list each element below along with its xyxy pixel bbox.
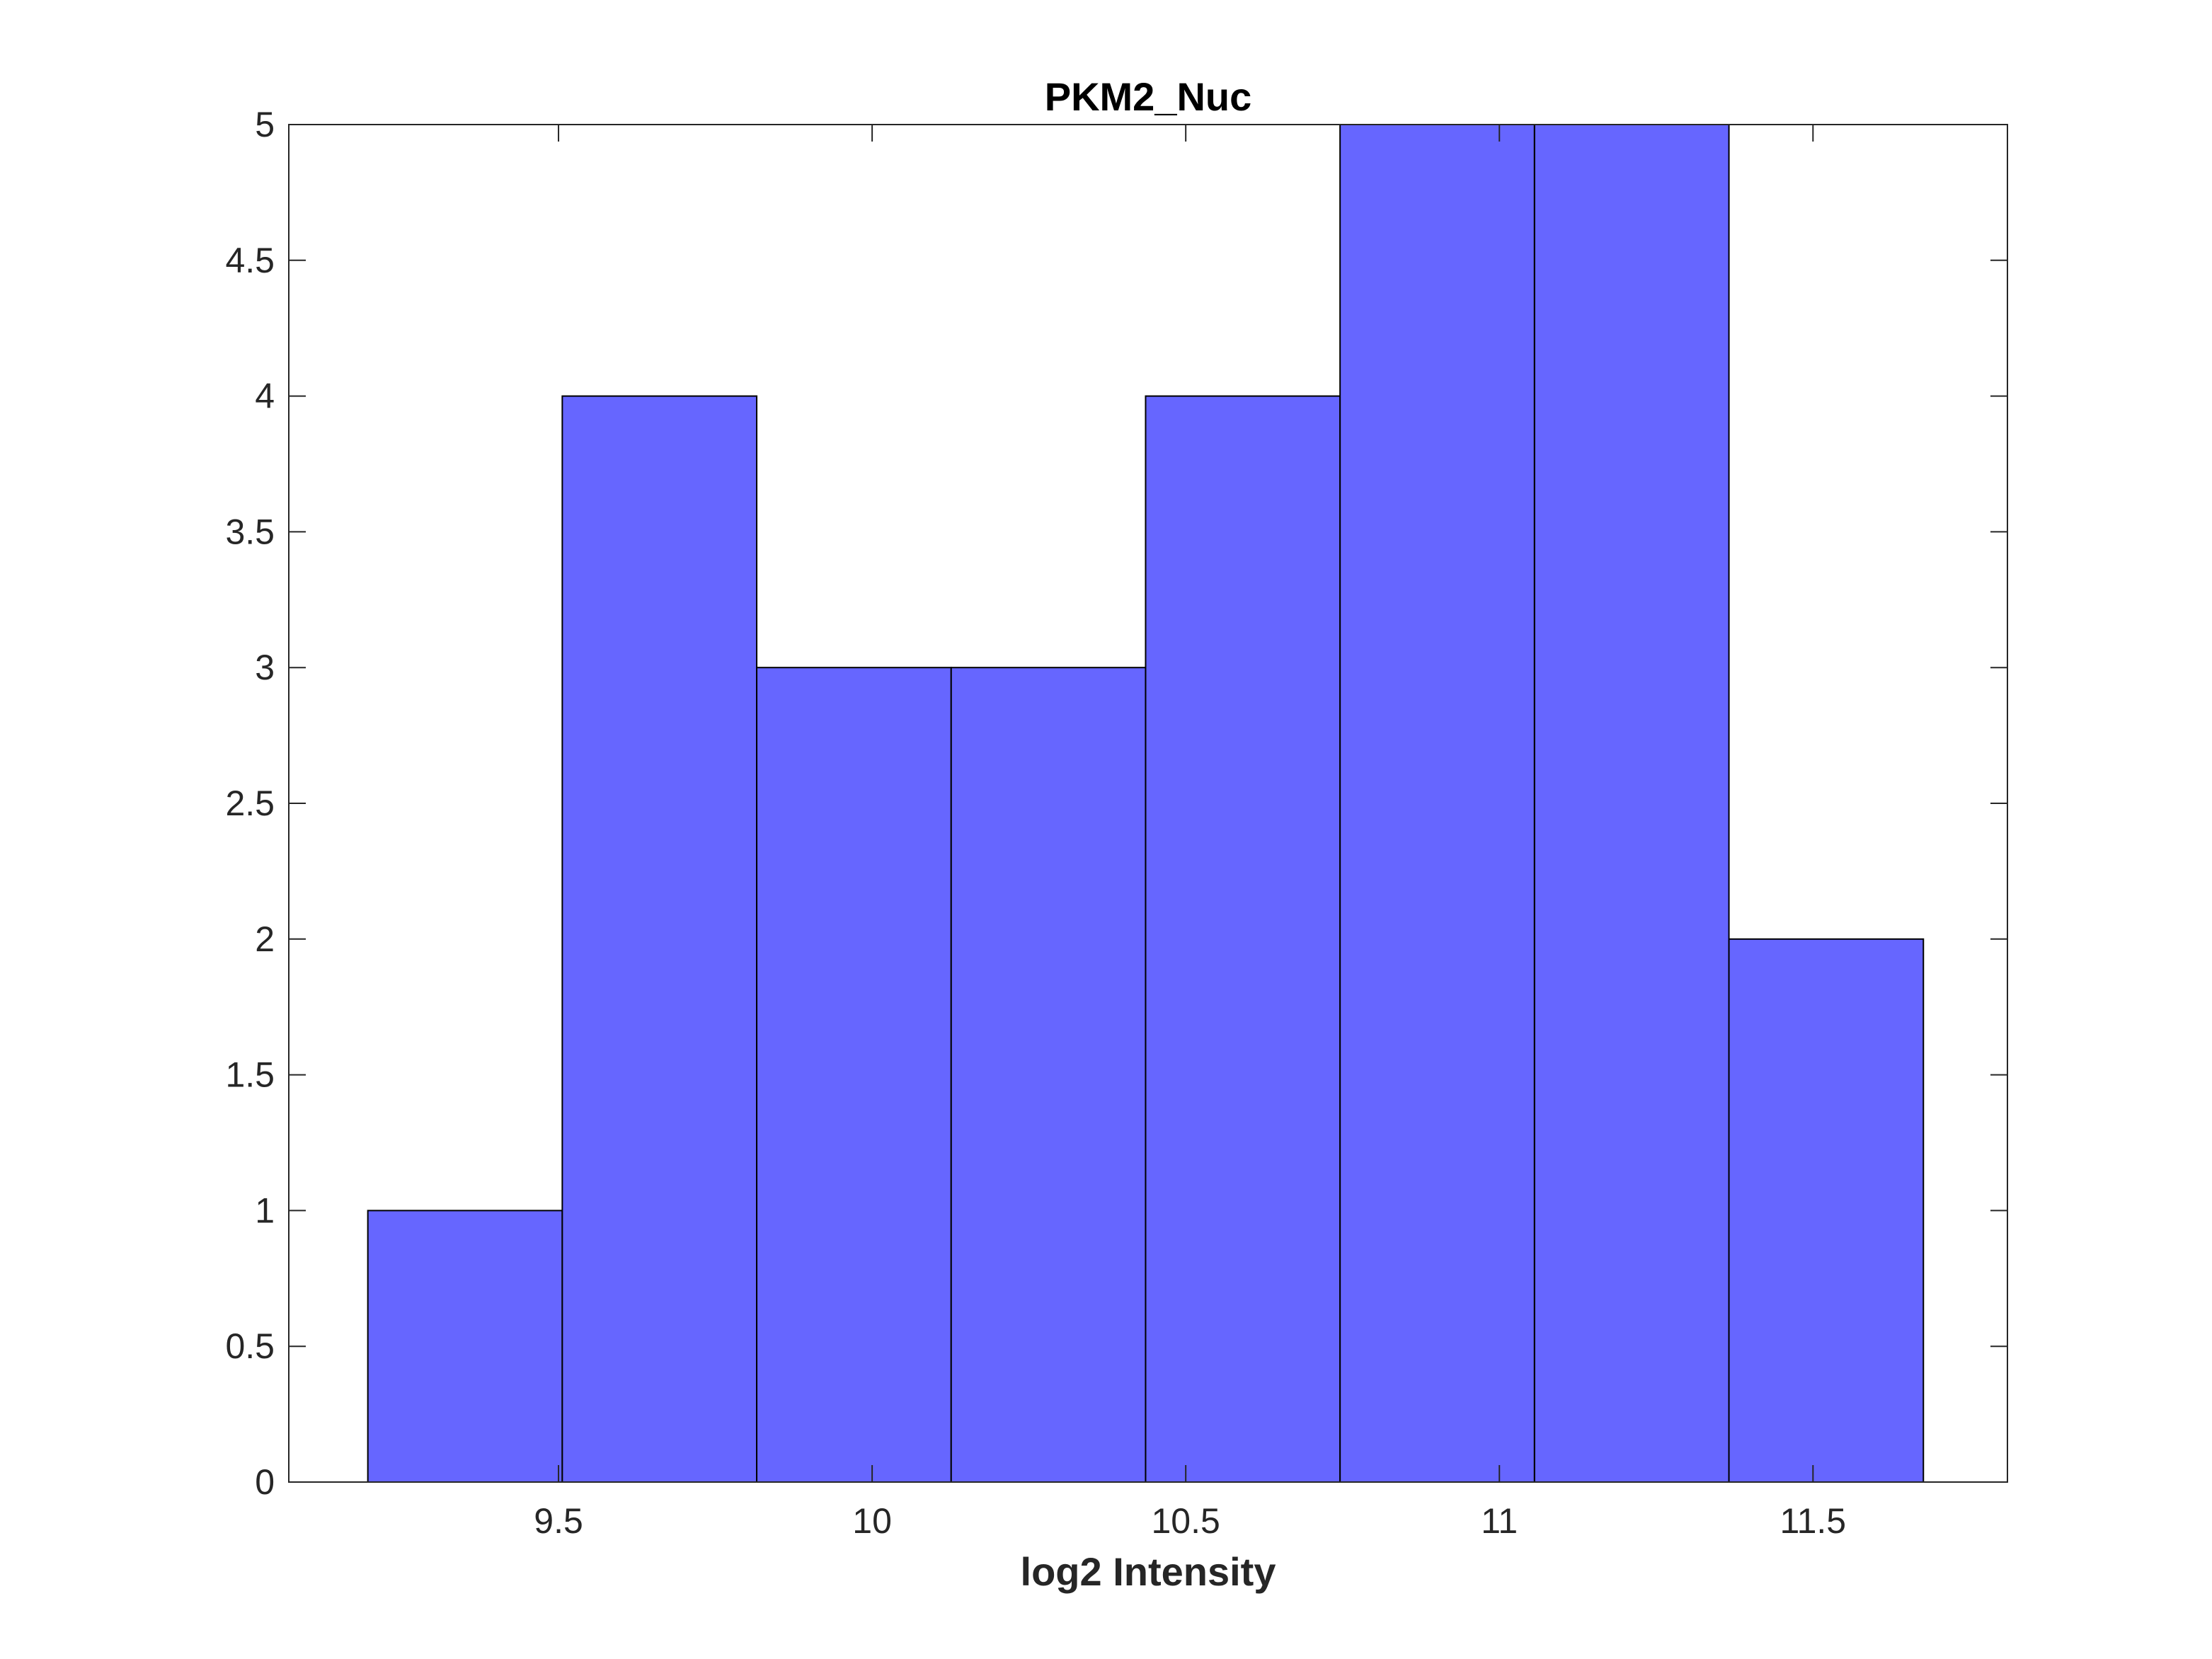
y-tick-label-4: 1.5 (225, 1055, 275, 1095)
y-tick-label-7: 3 (255, 648, 275, 687)
x-tick-label-1: 9.5 (534, 1501, 583, 1541)
y-tick-label-3: 1 (255, 1190, 275, 1230)
y-tick-label-9: 4 (255, 377, 275, 416)
histogram-bar-3 (756, 667, 952, 1483)
y-tick-label-5: 2 (255, 919, 275, 959)
histogram-bar-1 (367, 1210, 563, 1483)
y-tick-labels: 0 0.5 1 1.5 2 2.5 3 3.5 4 4.5 5 (225, 105, 275, 1502)
axes-box (288, 124, 2008, 1483)
histogram-bar-4 (950, 667, 1147, 1483)
y-tick-label-1: 0 (255, 1462, 275, 1502)
x-tick-label-4: 11 (1481, 1501, 1518, 1541)
histogram-bar-5 (1145, 395, 1341, 1483)
y-tick-label-6: 2.5 (225, 783, 275, 823)
x-tick-label-5: 11.5 (1780, 1501, 1846, 1541)
y-tick-label-11: 5 (255, 105, 275, 144)
histogram-bar-7 (1533, 124, 1730, 1483)
x-axis-label: log2 Intensity (1021, 1549, 1276, 1594)
histogram-bar-6 (1339, 124, 1535, 1483)
histogram-bar-2 (561, 395, 758, 1483)
x-tick-label-3: 10.5 (1152, 1501, 1220, 1541)
x-tick-label-2: 10 (852, 1501, 892, 1541)
y-tick-label-10: 4.5 (225, 241, 275, 280)
y-tick-label-2: 0.5 (225, 1326, 275, 1366)
histogram-bar-8 (1728, 938, 1925, 1483)
x-tick-labels: 9.5 10 10.5 11 11.5 (534, 1501, 1846, 1541)
chart-title: PKM2_Nuc (1045, 74, 1252, 119)
bars-group (367, 124, 1925, 1483)
y-tick-label-8: 3.5 (225, 512, 275, 551)
